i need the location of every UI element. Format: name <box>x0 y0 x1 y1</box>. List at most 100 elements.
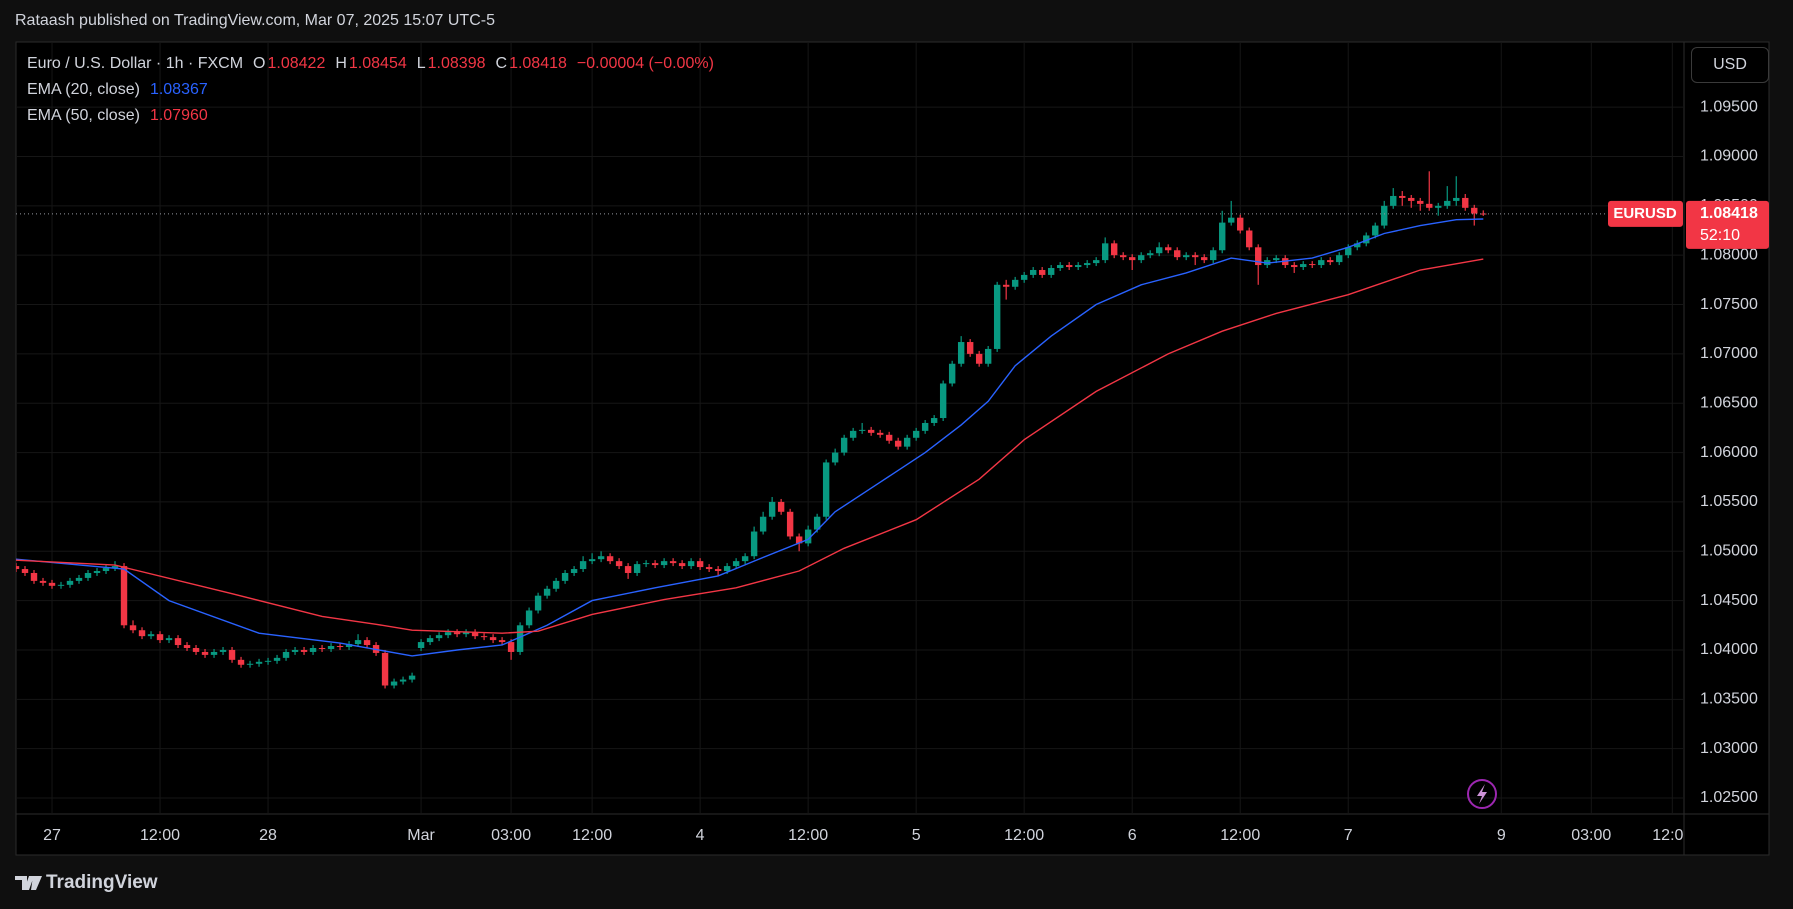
ohlc-change: −0.00004 (−0.00%) <box>576 55 714 72</box>
lightning-icon[interactable] <box>1467 779 1497 809</box>
x-tick-label: 28 <box>259 827 277 844</box>
ema-legend-row: EMA (20, close) 1.08367 <box>27 77 714 103</box>
candle-body <box>138 630 146 637</box>
candle-body <box>912 430 920 438</box>
y-tick-label: 1.06000 <box>1700 444 1758 461</box>
candle-body <box>1047 268 1055 275</box>
candle-body <box>435 635 443 639</box>
candle-body <box>1147 253 1154 256</box>
candle-body <box>624 566 632 573</box>
y-tick-label: 1.03000 <box>1700 740 1758 757</box>
candle-body <box>444 632 452 636</box>
candle-body <box>39 580 47 583</box>
candle-body <box>831 452 839 463</box>
candle-body <box>1228 217 1235 223</box>
candle-body <box>552 580 560 589</box>
candle-body <box>1408 197 1415 201</box>
candle-body <box>705 567 713 570</box>
candle-body <box>480 636 488 638</box>
x-tick-label: 12:00 <box>1220 827 1260 844</box>
candle-body <box>318 647 326 649</box>
y-tick-label: 1.05500 <box>1700 493 1758 510</box>
candle-body <box>777 501 785 512</box>
candle-body <box>678 563 686 567</box>
x-tick-label: 12:00 <box>1652 827 1692 844</box>
y-tick-label: 1.09500 <box>1700 98 1758 115</box>
y-tick-label: 1.03500 <box>1700 691 1758 708</box>
x-tick-label: 03:00 <box>1571 827 1611 844</box>
candle-body <box>489 637 497 641</box>
currency-button[interactable]: USD <box>1691 47 1769 83</box>
candle-body <box>1056 265 1064 269</box>
candle-body <box>102 568 110 572</box>
candle-body <box>1092 260 1100 264</box>
candle-body <box>813 516 821 530</box>
x-tick-label: 5 <box>912 827 921 844</box>
candle-body <box>111 566 119 569</box>
candle-body <box>849 430 857 438</box>
candle-body <box>822 462 830 517</box>
candle-body <box>1417 200 1424 204</box>
y-tick-label: 1.08000 <box>1700 246 1758 263</box>
ohlc-value: 1.08418 <box>509 55 567 72</box>
ohlc-value: 1.08398 <box>427 55 486 72</box>
candle-body <box>273 657 281 661</box>
x-tick-label: 12:00 <box>572 827 612 844</box>
ohlc-letter: L <box>416 55 426 72</box>
ohlc-letter: H <box>335 55 347 72</box>
candle-body <box>1435 205 1442 208</box>
candle-body <box>957 342 965 364</box>
candle-body <box>1246 230 1253 248</box>
symbol-tag <box>1608 200 1683 227</box>
candle-body <box>876 432 884 435</box>
candle-body <box>1065 265 1073 268</box>
candle-body <box>1074 265 1082 268</box>
candle-body <box>579 561 587 570</box>
candle-body <box>1101 243 1109 261</box>
candle-body <box>228 649 236 660</box>
x-tick-label: 9 <box>1497 827 1506 844</box>
ohlc-letter: C <box>495 55 508 72</box>
candle-body <box>1002 284 1010 287</box>
candle-body <box>1372 225 1379 236</box>
candle-body <box>219 649 227 652</box>
candle-body <box>174 638 182 646</box>
y-tick-label: 1.09000 <box>1700 148 1758 165</box>
candle-body <box>903 437 911 447</box>
candle-body <box>615 561 623 567</box>
candle-body <box>966 342 974 354</box>
candle-body <box>723 566 731 572</box>
candle-body <box>1165 247 1172 251</box>
candle-body <box>93 571 101 573</box>
y-tick-label: 1.04000 <box>1700 641 1758 658</box>
candle-body <box>282 651 290 658</box>
candle-body <box>66 580 74 585</box>
candle-body <box>939 383 947 419</box>
candle-body <box>462 632 470 635</box>
candle-body <box>363 640 371 646</box>
candle-body <box>1183 255 1190 258</box>
y-tick-label: 1.06500 <box>1700 394 1758 411</box>
candle-body <box>984 348 992 364</box>
candle-body <box>309 647 317 652</box>
candle-body <box>48 582 56 586</box>
x-tick-label: 12:00 <box>1004 827 1044 844</box>
candle-body <box>1237 217 1244 231</box>
candle-body <box>1426 203 1433 208</box>
candle-body <box>1219 222 1226 251</box>
candle-body <box>255 661 263 664</box>
candle-body <box>885 434 893 441</box>
x-tick-label: 12:00 <box>788 827 828 844</box>
candle-body <box>336 646 344 648</box>
candle-body <box>732 561 740 567</box>
brand-name: TradingView <box>46 872 158 893</box>
y-tick-label: 1.07000 <box>1700 345 1758 362</box>
candle-body <box>1345 247 1352 256</box>
ohlc-row: Euro / U.S. Dollar · 1h · FXCM O 1.08422 H… <box>27 51 714 77</box>
candle-body <box>156 634 164 641</box>
candle-body <box>570 569 578 573</box>
candle-body <box>993 284 1001 349</box>
candle-body <box>345 644 353 648</box>
candle-body <box>237 659 245 665</box>
